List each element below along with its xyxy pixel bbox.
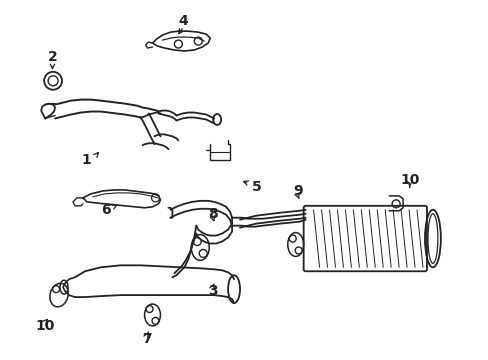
- Text: 9: 9: [293, 184, 302, 198]
- Text: 3: 3: [208, 284, 217, 298]
- Text: 10: 10: [36, 319, 55, 333]
- Text: 5: 5: [251, 180, 261, 194]
- Text: 10: 10: [399, 173, 419, 187]
- Text: 4: 4: [179, 14, 188, 28]
- Text: 6: 6: [101, 203, 110, 217]
- Text: 1: 1: [81, 153, 91, 167]
- Text: 7: 7: [142, 332, 152, 346]
- Text: 8: 8: [207, 207, 217, 221]
- Text: 2: 2: [47, 50, 57, 64]
